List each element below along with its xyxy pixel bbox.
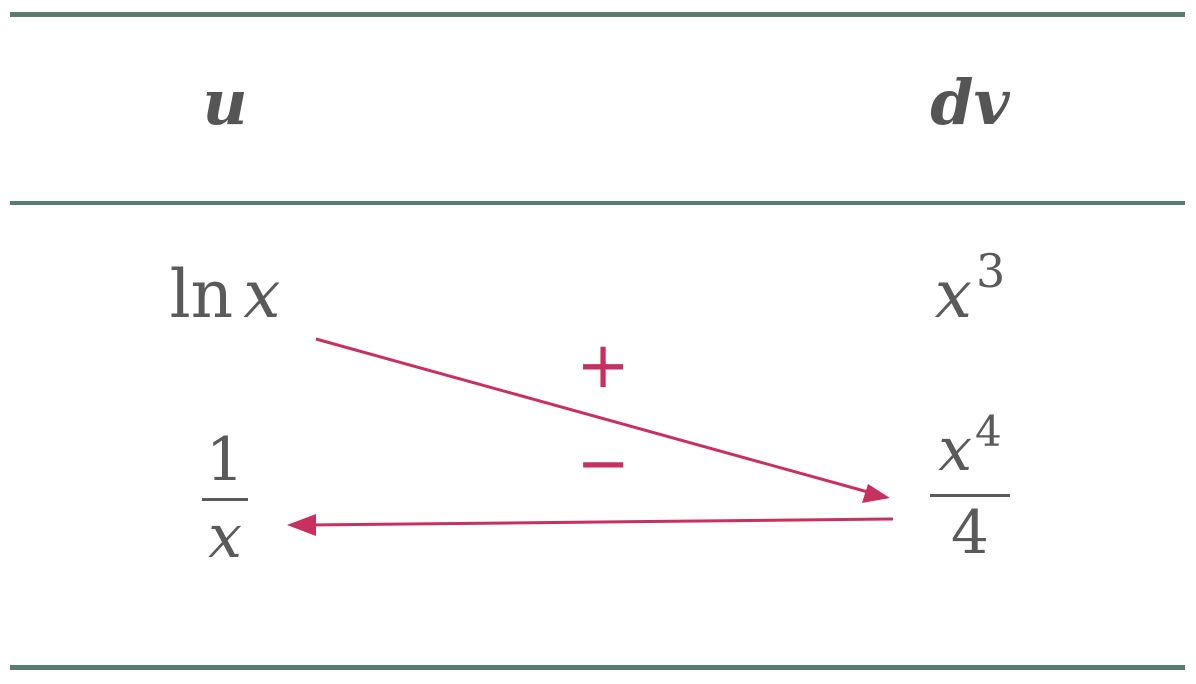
diagonal-arrow bbox=[315, 337, 890, 503]
bottom-rule bbox=[10, 665, 1185, 670]
row1-u: ln x bbox=[150, 262, 300, 328]
return-arrowhead bbox=[287, 514, 316, 536]
top-rule bbox=[10, 12, 1185, 17]
minus-sign: − bbox=[576, 427, 630, 501]
plus-sign: + bbox=[576, 329, 630, 403]
header-u: u bbox=[202, 66, 248, 139]
dv2-numerator-base: x bbox=[938, 415, 973, 485]
dv2-numerator: x4 bbox=[938, 411, 1002, 486]
u2-fraction-bar bbox=[202, 498, 248, 501]
ln-argument: x bbox=[243, 256, 281, 333]
dv2-denominator: 4 bbox=[950, 498, 990, 568]
diagonal-arrowhead bbox=[862, 484, 890, 503]
dv-exponent: 3 bbox=[975, 244, 1006, 298]
ln-function: ln bbox=[169, 256, 234, 333]
dv-base: x bbox=[934, 256, 972, 333]
return-arrow bbox=[287, 514, 894, 536]
u2-denominator: x bbox=[208, 502, 242, 572]
dv2-numerator-exponent: 4 bbox=[975, 407, 1002, 456]
u2-numerator: 1 bbox=[205, 425, 245, 495]
dv2-fraction-bar bbox=[930, 494, 1010, 497]
row2-u-fraction: 1 x bbox=[195, 430, 255, 567]
header-dv: dv bbox=[930, 66, 1010, 139]
header-rule bbox=[10, 201, 1185, 205]
row1-dv: x3 bbox=[915, 248, 1025, 328]
row2-dv-fraction: x4 4 bbox=[920, 411, 1020, 568]
